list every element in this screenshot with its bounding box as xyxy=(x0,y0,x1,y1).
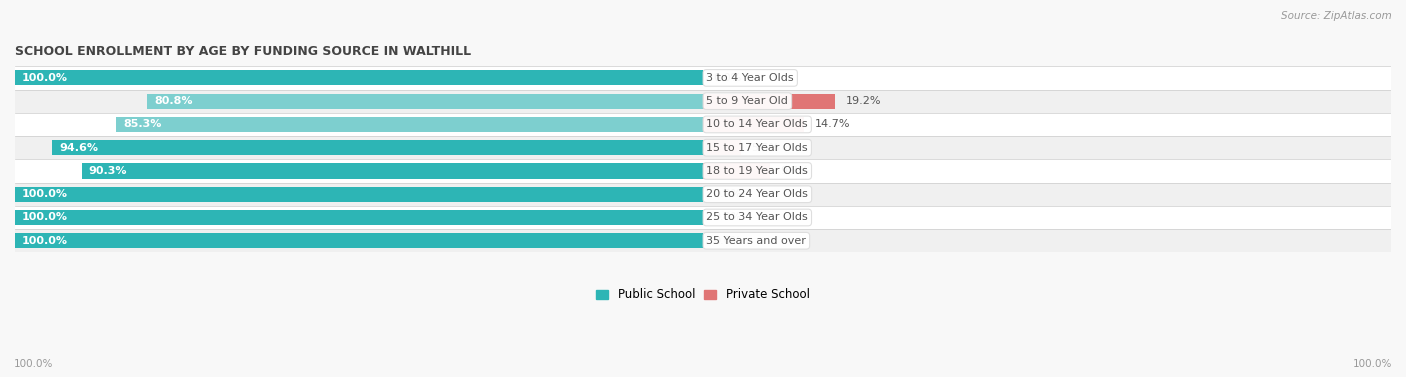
Text: Source: ZipAtlas.com: Source: ZipAtlas.com xyxy=(1281,11,1392,21)
Bar xyxy=(15,233,703,248)
Text: 100.0%: 100.0% xyxy=(22,189,67,199)
Text: 5.5%: 5.5% xyxy=(751,143,779,153)
Text: 14.7%: 14.7% xyxy=(814,120,851,129)
Bar xyxy=(15,206,1391,229)
Text: 18 to 19 Year Olds: 18 to 19 Year Olds xyxy=(706,166,808,176)
Text: 100.0%: 100.0% xyxy=(22,236,67,246)
Bar xyxy=(15,210,703,225)
Text: 0.0%: 0.0% xyxy=(713,236,741,246)
Text: 19.2%: 19.2% xyxy=(845,96,882,106)
Text: 9.7%: 9.7% xyxy=(780,166,808,176)
Text: SCHOOL ENROLLMENT BY AGE BY FUNDING SOURCE IN WALTHILL: SCHOOL ENROLLMENT BY AGE BY FUNDING SOUR… xyxy=(15,45,471,58)
Bar xyxy=(703,93,835,109)
Legend: Public School, Private School: Public School, Private School xyxy=(592,284,814,306)
Bar xyxy=(15,159,1391,182)
Text: 100.0%: 100.0% xyxy=(22,73,67,83)
Bar xyxy=(148,93,703,109)
Text: 94.6%: 94.6% xyxy=(59,143,98,153)
Bar xyxy=(15,70,703,86)
Text: 100.0%: 100.0% xyxy=(1353,359,1392,369)
Bar xyxy=(15,136,1391,159)
Text: 85.3%: 85.3% xyxy=(122,120,162,129)
Bar xyxy=(82,163,703,179)
Bar xyxy=(52,140,703,155)
Text: 100.0%: 100.0% xyxy=(22,213,67,222)
Bar xyxy=(117,117,703,132)
Text: 90.3%: 90.3% xyxy=(89,166,127,176)
Text: 15 to 17 Year Olds: 15 to 17 Year Olds xyxy=(706,143,808,153)
Text: 20 to 24 Year Olds: 20 to 24 Year Olds xyxy=(706,189,808,199)
Bar xyxy=(15,89,1391,113)
Text: 10 to 14 Year Olds: 10 to 14 Year Olds xyxy=(706,120,808,129)
Text: 80.8%: 80.8% xyxy=(155,96,193,106)
Bar xyxy=(703,163,769,179)
Text: 35 Years and over: 35 Years and over xyxy=(706,236,806,246)
Text: 100.0%: 100.0% xyxy=(14,359,53,369)
Text: 0.0%: 0.0% xyxy=(713,73,741,83)
Bar xyxy=(15,66,1391,89)
Bar xyxy=(703,117,804,132)
Bar xyxy=(703,140,741,155)
Bar xyxy=(15,113,1391,136)
Text: 25 to 34 Year Olds: 25 to 34 Year Olds xyxy=(706,213,808,222)
Bar xyxy=(15,229,1391,252)
Text: 3 to 4 Year Olds: 3 to 4 Year Olds xyxy=(706,73,794,83)
Bar xyxy=(15,182,1391,206)
Text: 0.0%: 0.0% xyxy=(713,213,741,222)
Bar xyxy=(15,187,703,202)
Text: 5 to 9 Year Old: 5 to 9 Year Old xyxy=(706,96,789,106)
Text: 0.0%: 0.0% xyxy=(713,189,741,199)
